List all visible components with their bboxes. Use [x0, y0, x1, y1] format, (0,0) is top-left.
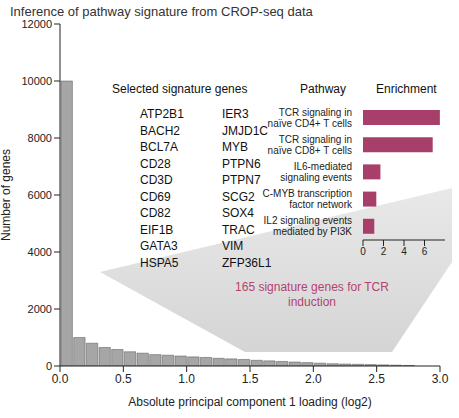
svg-text:IL6-mediatedsignaling events: IL6-mediatedsignaling events	[280, 161, 352, 183]
html-text:ZFP36L1: ZFP36L1	[222, 255, 272, 270]
svg-text:4000: 4000	[28, 246, 52, 258]
html-text:TRAC: TRAC	[222, 222, 255, 237]
svg-text:Number of genes: Number of genes	[8, 149, 13, 241]
html-text:CD69: CD69	[140, 189, 171, 204]
html-text:Inference of pathway signature: Inference of pathway signature from CROP…	[10, 4, 313, 19]
html-text:PTPN6: PTPN6	[222, 156, 261, 171]
svg-text:IL2 signaling eventsmediated b: IL2 signaling eventsmediated by PI3K	[264, 215, 353, 237]
html-text:Pathway: Pathway	[300, 82, 346, 96]
svg-text:0.5: 0.5	[115, 372, 132, 386]
svg-text:0: 0	[46, 360, 52, 372]
html-text:CD82: CD82	[140, 206, 171, 220]
html-text:CD28: CD28	[140, 156, 171, 171]
html-text:Selected signature genes: Selected signature genes	[112, 82, 248, 96]
svg-text:3.0: 3.0	[432, 372, 449, 386]
svg-text:TCR signaling innaïve CD8+ T c: TCR signaling innaïve CD8+ T cells	[268, 134, 352, 156]
svg-text:12000: 12000	[21, 18, 52, 30]
svg-text:2000: 2000	[28, 303, 52, 315]
html-text:165 signature genes for TCR in: 165 signature genes for TCR induction	[235, 280, 389, 309]
svg-text:10000: 10000	[21, 75, 52, 87]
html-text:JMJD1C: JMJD1C	[222, 123, 268, 138]
svg-text:2.0: 2.0	[305, 372, 322, 386]
html-text:BCL7A: BCL7A	[140, 140, 178, 154]
svg-text:C-MYB transcriptionfactor netw: C-MYB transcriptionfactor network	[263, 188, 353, 210]
html-text:SCG2: SCG2	[222, 189, 255, 204]
html-text:SOX4: SOX4	[222, 206, 254, 220]
svg-text:Absolute principal component 1: Absolute principal component 1 loading (…	[128, 395, 372, 409]
html-text:IER3: IER3	[222, 107, 249, 121]
html-text:MYB: MYB	[222, 140, 248, 154]
svg-text:1.5: 1.5	[242, 372, 259, 386]
svg-text:2: 2	[381, 246, 387, 257]
html-text:ATP2B1: ATP2B1	[140, 107, 184, 121]
html-text:CD3D: CD3D	[140, 173, 173, 187]
svg-text:TCR signaling innaïve CD4+ T c: TCR signaling innaïve CD4+ T cells	[268, 107, 352, 129]
html-text:BACH2: BACH2	[140, 123, 180, 138]
svg-text:1.0: 1.0	[178, 372, 195, 386]
html-text:GATA3: GATA3	[140, 239, 178, 253]
html-text:Enrichment: Enrichment	[376, 82, 437, 96]
svg-text:0.0: 0.0	[52, 372, 69, 386]
svg-text:8000: 8000	[28, 132, 52, 144]
html-text:EIF1B: EIF1B	[140, 222, 174, 237]
svg-text:0: 0	[360, 246, 366, 257]
html-text:HSPA5: HSPA5	[140, 255, 179, 270]
html-text:PTPN7: PTPN7	[222, 173, 261, 187]
svg-text:4: 4	[401, 246, 407, 257]
svg-text:6000: 6000	[28, 189, 52, 201]
svg-text:6: 6	[422, 246, 428, 257]
svg-text:2.5: 2.5	[368, 372, 385, 386]
html-text:VIM: VIM	[222, 239, 244, 253]
